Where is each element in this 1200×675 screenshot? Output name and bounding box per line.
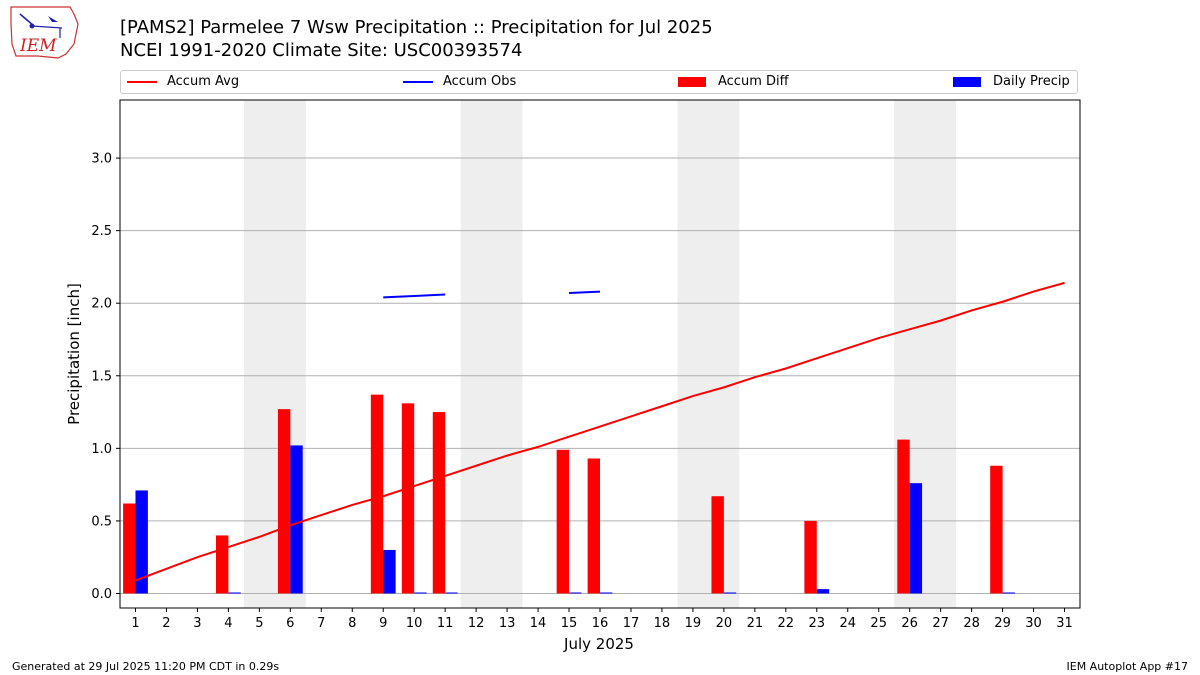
x-tick-label-23: 23 [809, 616, 826, 631]
bar-accum-diff-day-4 [216, 535, 229, 594]
x-tick-label-30: 30 [1025, 616, 1042, 631]
x-tick-label-24: 24 [839, 616, 856, 631]
x-tick-label-1: 1 [131, 616, 139, 631]
legend-swatch-accum-diff [678, 76, 706, 87]
bar-accum-diff-day-11 [432, 412, 446, 594]
chart-subtitle: NCEI 1991-2020 Climate Site: USC00393574 [120, 40, 523, 61]
x-tick-label-15: 15 [561, 616, 578, 631]
x-tick-label-25: 25 [870, 616, 887, 631]
x-tick-label-21: 21 [747, 616, 764, 631]
legend-item-daily-precip: Daily Precip [953, 74, 1070, 89]
x-tick-label-27: 27 [932, 616, 949, 631]
bar-accum-diff-day-16 [587, 458, 600, 594]
y-tick-label-1: 0.5 [91, 514, 112, 529]
x-tick-label-3: 3 [193, 616, 201, 631]
x-tick-label-20: 20 [716, 616, 733, 631]
x-tick-label-7: 7 [317, 616, 325, 631]
legend-label-accum-obs: Accum Obs [443, 74, 517, 89]
bar-daily-precip-day-29 [1002, 592, 1015, 594]
bar-accum-diff-day-29 [990, 465, 1003, 594]
bar-daily-precip-day-26 [909, 483, 923, 594]
iem-logo: IEM [8, 4, 82, 60]
legend-swatch-daily-precip [953, 76, 981, 87]
iem-logo-graphic: IEM [10, 6, 79, 59]
x-tick-label-29: 29 [994, 616, 1011, 631]
line-accum-obs-segment-2 [568, 290, 601, 295]
legend-item-accum-avg: Accum Avg [127, 74, 239, 89]
legend-item-accum-diff: Accum Diff [678, 74, 789, 89]
bar-daily-precip-day-23 [816, 589, 830, 594]
legend-label-accum-avg: Accum Avg [167, 74, 240, 89]
bar-daily-precip-day-20 [723, 592, 737, 594]
x-tick-label-10: 10 [406, 616, 423, 631]
legend-label-daily-precip: Daily Precip [993, 74, 1070, 89]
y-tick-label-4: 2.0 [91, 297, 112, 312]
x-tick-label-4: 4 [224, 616, 232, 631]
y-axis-label: Precipitation [inch] [65, 283, 83, 425]
x-tick-label-5: 5 [255, 616, 263, 631]
x-tick-label-19: 19 [685, 616, 702, 631]
bar-accum-diff-day-26 [897, 439, 910, 594]
x-tick-label-22: 22 [778, 616, 795, 631]
y-tick-label-5: 2.5 [91, 224, 112, 239]
line-accum-avg [135, 281, 1065, 582]
x-tick-label-11: 11 [437, 616, 454, 631]
x-tick-label-26: 26 [901, 616, 918, 631]
y-tick-label-0: 0.0 [91, 587, 112, 602]
logo-text: IEM [19, 36, 57, 56]
x-tick-label-31: 31 [1056, 616, 1073, 631]
legend-item-accum-obs: Accum Obs [403, 74, 516, 89]
x-tick-label-12: 12 [468, 616, 485, 631]
x-axis-label: July 2025 [563, 635, 634, 653]
bar-daily-precip-day-4 [228, 592, 241, 594]
y-tick-label-3: 1.5 [91, 369, 112, 384]
chart-title: [PAMS2] Parmelee 7 Wsw Precipitation :: … [120, 17, 713, 38]
x-tick-label-2: 2 [162, 616, 170, 631]
bar-accum-diff-day-10 [401, 403, 415, 594]
x-tick-label-16: 16 [592, 616, 609, 631]
weekend-band-2 [460, 100, 523, 608]
bar-accum-diff-day-23 [804, 520, 817, 594]
bar-daily-precip-day-9 [383, 549, 396, 594]
x-tick-label-28: 28 [963, 616, 980, 631]
bar-daily-precip-day-1 [135, 490, 148, 594]
chart-legend: Accum Avg Accum Obs Accum Diff Daily Pre… [120, 70, 1078, 94]
bar-daily-precip-day-10 [414, 592, 427, 594]
x-tick-label-17: 17 [623, 616, 640, 631]
x-tick-label-6: 6 [286, 616, 294, 631]
bar-daily-precip-day-15 [569, 592, 582, 594]
bar-daily-precip-day-11 [445, 592, 458, 594]
plot-frame [119, 99, 1081, 609]
legend-swatch-accum-obs [403, 80, 433, 83]
x-tick-label-13: 13 [499, 616, 516, 631]
bar-accum-diff-day-15 [556, 449, 570, 594]
bar-daily-precip-day-16 [600, 592, 613, 594]
x-tick-label-14: 14 [530, 616, 547, 631]
bar-accum-diff-day-1 [123, 503, 136, 594]
y-tick-label-6: 3.0 [91, 152, 112, 167]
footer-app-text: IEM Autoplot App #17 [1066, 660, 1189, 673]
x-tick-label-9: 9 [379, 616, 387, 631]
x-tick-label-18: 18 [654, 616, 671, 631]
footer-generated-text: Generated at 29 Jul 2025 11:20 PM CDT in… [12, 660, 280, 673]
weekend-band-3 [677, 100, 740, 608]
legend-label-accum-diff: Accum Diff [718, 74, 789, 89]
bar-accum-diff-day-20 [711, 496, 724, 594]
x-tick-label-8: 8 [348, 616, 356, 631]
bar-accum-diff-day-6 [277, 409, 291, 594]
bar-daily-precip-day-6 [290, 445, 303, 594]
y-tick-label-2: 1.0 [91, 442, 112, 457]
line-accum-obs-segment-1 [383, 293, 446, 299]
legend-swatch-accum-avg [127, 80, 157, 83]
bar-accum-diff-day-9 [370, 394, 384, 594]
